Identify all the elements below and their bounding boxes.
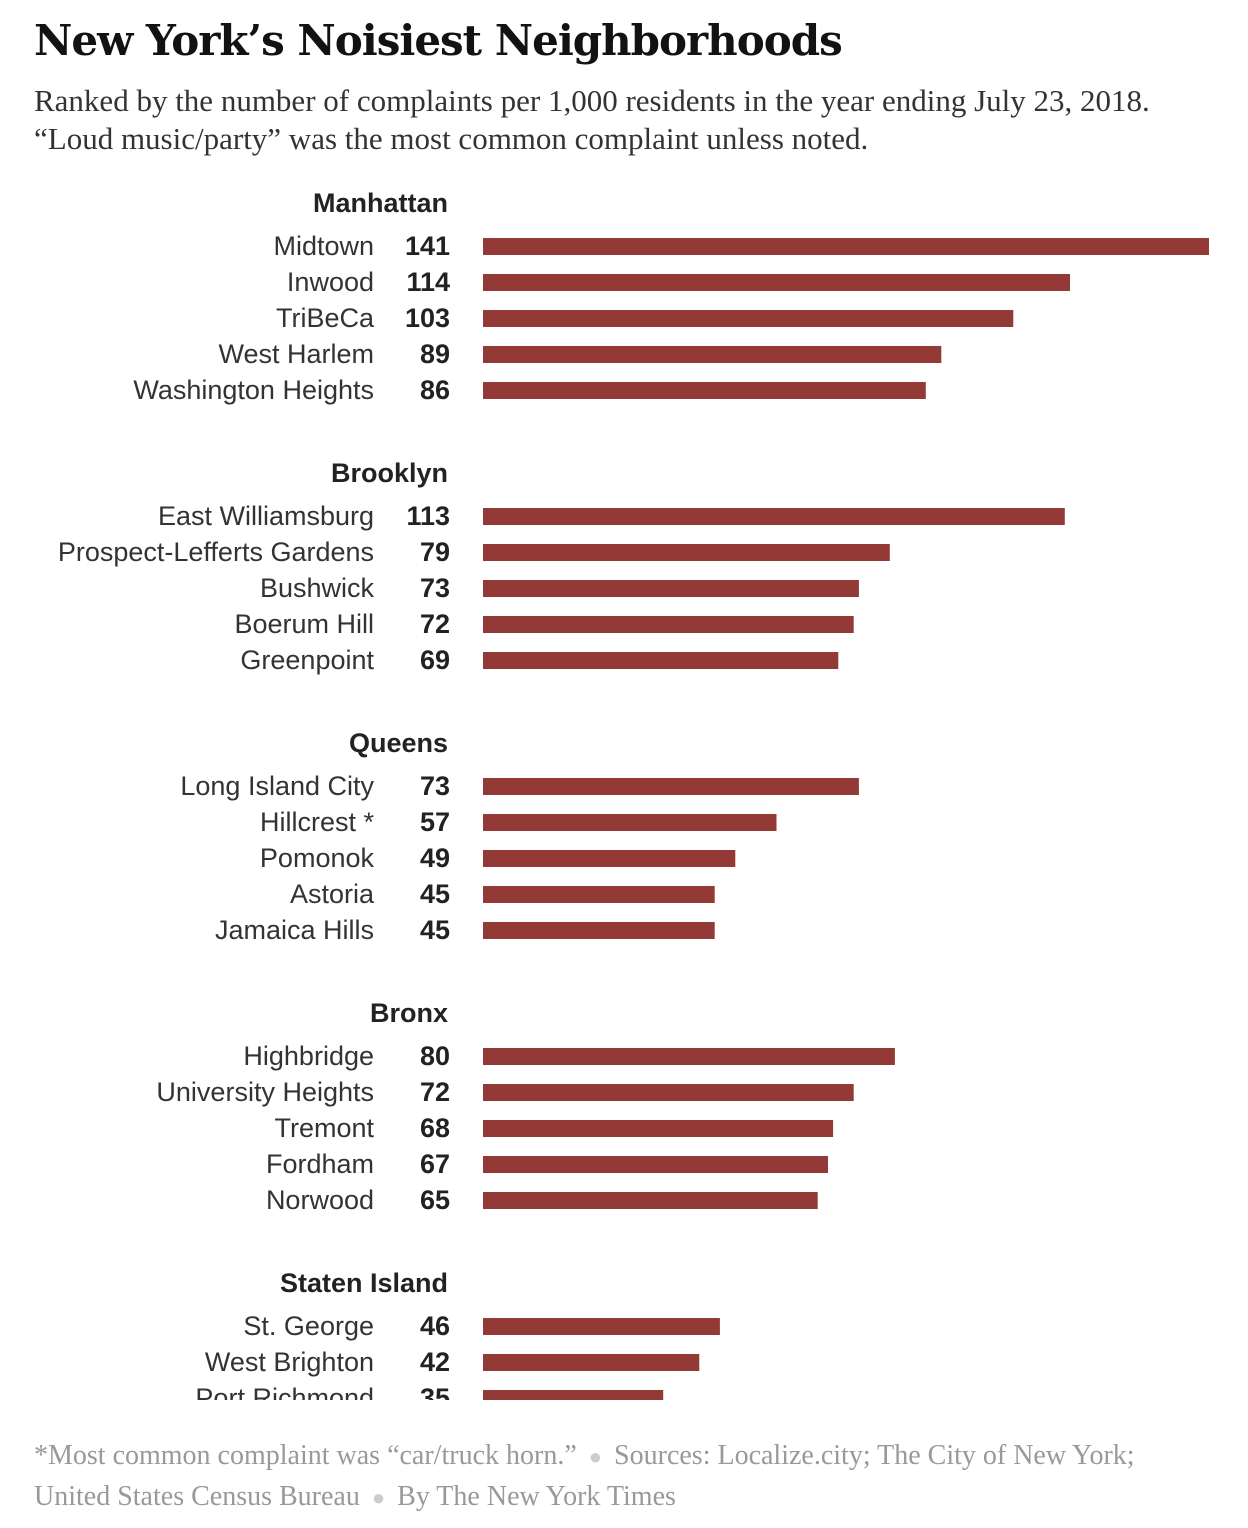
data-label: 46: [420, 1311, 450, 1341]
data-label: 57: [420, 807, 450, 837]
bar: [483, 616, 854, 633]
bar-label: Inwood: [287, 267, 374, 297]
group-header: Staten Island: [280, 1268, 448, 1298]
bar-label: TriBeCa: [276, 303, 375, 333]
bar-label: Tremont: [274, 1113, 374, 1143]
data-label: 65: [420, 1185, 450, 1215]
bar: [483, 1192, 818, 1209]
bar: [483, 580, 859, 597]
bar-label: Washington Heights: [133, 375, 374, 405]
bar: [483, 1084, 854, 1101]
group-header: Brooklyn: [331, 458, 448, 488]
bar-label: Boerum Hill: [234, 609, 374, 639]
chart-subtitle: Ranked by the number of complaints per 1…: [34, 83, 1150, 156]
bar-label: Port Richmond: [195, 1383, 374, 1400]
bar: [483, 274, 1070, 291]
bar-label: Astoria: [290, 879, 375, 909]
bar: [483, 310, 1014, 327]
data-label: 68: [420, 1113, 450, 1143]
bar: [483, 778, 859, 795]
bar-label: Fordham: [266, 1149, 374, 1179]
bar-label: Prospect-Lefferts Gardens: [58, 537, 374, 567]
data-label: 73: [420, 573, 450, 603]
data-label: 86: [420, 375, 450, 405]
byline: By The New York Times: [397, 1481, 676, 1512]
data-label: 80: [420, 1041, 450, 1071]
bar-label: East Williamsburg: [158, 501, 374, 531]
separator-dot: ●: [371, 1485, 386, 1510]
bar: [483, 1318, 720, 1335]
bar: [483, 346, 942, 363]
bar-label: Midtown: [273, 231, 374, 261]
group-header: Bronx: [370, 998, 448, 1028]
bar-label: Norwood: [266, 1185, 374, 1215]
data-label: 72: [420, 609, 450, 639]
sources: Sources: Localize.city; The City of New …: [34, 1440, 1135, 1512]
data-label: 79: [420, 537, 450, 567]
bar-label: West Harlem: [218, 339, 374, 369]
bar: [483, 1156, 828, 1173]
data-label: 113: [406, 501, 450, 531]
bar: [483, 886, 715, 903]
bar: [483, 382, 926, 399]
bar-label: University Heights: [156, 1077, 374, 1107]
bar-label: St. George: [243, 1311, 374, 1341]
group-header: Queens: [349, 728, 448, 758]
data-label: 114: [406, 267, 450, 297]
bar: [483, 922, 715, 939]
bar-label: Hillcrest *: [260, 807, 375, 837]
bar: [483, 238, 1209, 255]
bar: [483, 1120, 834, 1137]
bar-label: Jamaica Hills: [215, 915, 374, 945]
bar: [483, 1048, 895, 1065]
bar: [483, 544, 890, 561]
data-label: 42: [420, 1347, 450, 1377]
bar: [483, 1354, 700, 1371]
chart-title: New York’s Noisiest Neighborhoods: [34, 16, 843, 65]
data-label: 45: [420, 915, 450, 945]
bar: [483, 1390, 664, 1400]
data-label: 72: [420, 1077, 450, 1107]
bar-label: Highbridge: [243, 1041, 374, 1071]
footnote: *Most common complaint was “car/truck ho…: [34, 1440, 577, 1471]
data-label: 67: [420, 1149, 450, 1179]
data-label: 73: [420, 771, 450, 801]
data-label: 45: [420, 879, 450, 909]
footer: *Most common complaint was “car/truck ho…: [34, 1436, 1214, 1518]
separator-dot: ●: [588, 1444, 603, 1469]
bar-label: Bushwick: [260, 573, 375, 603]
bar-label: Pomonok: [260, 843, 375, 873]
bar: [483, 652, 839, 669]
data-label: 103: [405, 303, 450, 333]
data-label: 141: [405, 231, 450, 261]
data-label: 35: [420, 1383, 450, 1400]
bar: [483, 508, 1065, 525]
bar-label: West Brighton: [205, 1347, 374, 1377]
bar: [483, 850, 736, 867]
data-label: 89: [420, 339, 450, 369]
data-label: 49: [420, 843, 450, 873]
bar-label: Greenpoint: [240, 645, 374, 675]
bar-label: Long Island City: [180, 771, 374, 801]
bar-chart: Manhattan Midtown 141 Inwood 114 TriBeCa 103 We…: [58, 188, 1209, 1400]
bar: [483, 814, 777, 831]
data-label: 69: [420, 645, 450, 675]
group-header: Manhattan: [313, 188, 448, 218]
